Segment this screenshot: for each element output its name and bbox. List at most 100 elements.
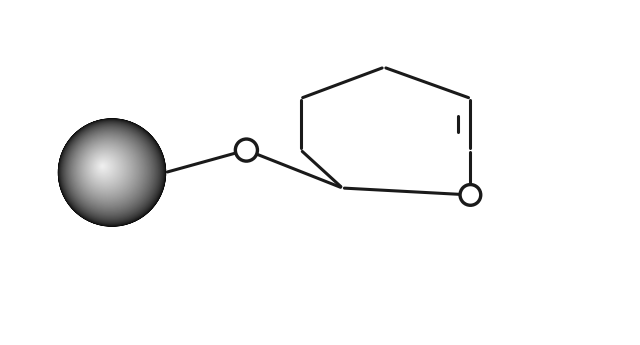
Ellipse shape xyxy=(102,165,107,170)
Ellipse shape xyxy=(80,142,136,198)
Ellipse shape xyxy=(76,138,141,203)
Ellipse shape xyxy=(79,141,136,198)
Ellipse shape xyxy=(92,155,117,180)
Ellipse shape xyxy=(99,163,107,170)
Ellipse shape xyxy=(97,160,113,176)
Ellipse shape xyxy=(86,148,126,189)
Ellipse shape xyxy=(99,162,108,171)
Ellipse shape xyxy=(62,123,161,221)
Ellipse shape xyxy=(94,157,117,180)
Ellipse shape xyxy=(81,142,136,197)
Ellipse shape xyxy=(98,161,109,172)
Ellipse shape xyxy=(88,151,125,187)
Ellipse shape xyxy=(61,121,163,223)
Ellipse shape xyxy=(63,124,159,220)
Ellipse shape xyxy=(80,142,135,197)
Ellipse shape xyxy=(75,136,143,205)
Ellipse shape xyxy=(102,165,106,169)
Ellipse shape xyxy=(72,134,146,207)
Ellipse shape xyxy=(97,159,114,177)
Ellipse shape xyxy=(68,129,152,213)
Ellipse shape xyxy=(93,157,115,178)
Ellipse shape xyxy=(76,138,141,203)
Ellipse shape xyxy=(73,135,146,207)
Ellipse shape xyxy=(74,136,143,205)
Ellipse shape xyxy=(81,143,134,196)
Ellipse shape xyxy=(91,154,122,184)
Ellipse shape xyxy=(84,147,128,190)
Ellipse shape xyxy=(65,126,157,218)
Ellipse shape xyxy=(61,121,162,223)
Ellipse shape xyxy=(62,123,161,221)
Ellipse shape xyxy=(82,144,134,195)
Ellipse shape xyxy=(81,143,133,195)
Ellipse shape xyxy=(75,137,143,205)
Ellipse shape xyxy=(60,121,163,224)
Ellipse shape xyxy=(61,121,163,224)
Ellipse shape xyxy=(68,129,153,214)
Ellipse shape xyxy=(76,137,142,204)
Ellipse shape xyxy=(90,153,122,185)
Ellipse shape xyxy=(79,140,137,199)
Ellipse shape xyxy=(91,154,118,181)
Ellipse shape xyxy=(70,131,150,211)
Ellipse shape xyxy=(63,124,159,220)
Ellipse shape xyxy=(104,167,105,168)
Ellipse shape xyxy=(90,153,120,183)
Ellipse shape xyxy=(84,147,128,190)
Ellipse shape xyxy=(90,153,120,183)
Ellipse shape xyxy=(70,132,149,210)
Ellipse shape xyxy=(74,135,144,206)
Ellipse shape xyxy=(62,122,161,221)
Ellipse shape xyxy=(88,151,123,186)
Ellipse shape xyxy=(74,136,145,206)
Ellipse shape xyxy=(99,161,111,175)
Ellipse shape xyxy=(61,122,161,222)
Ellipse shape xyxy=(82,144,134,196)
Ellipse shape xyxy=(66,127,156,216)
Ellipse shape xyxy=(97,160,113,176)
Ellipse shape xyxy=(94,157,115,177)
Ellipse shape xyxy=(62,123,160,221)
Ellipse shape xyxy=(98,161,109,172)
Ellipse shape xyxy=(77,139,138,200)
Ellipse shape xyxy=(67,128,153,214)
Ellipse shape xyxy=(77,139,140,202)
Ellipse shape xyxy=(100,163,109,172)
Ellipse shape xyxy=(71,132,147,209)
Ellipse shape xyxy=(94,157,117,180)
Ellipse shape xyxy=(65,126,157,218)
Ellipse shape xyxy=(68,130,151,213)
Ellipse shape xyxy=(83,145,131,193)
Ellipse shape xyxy=(77,138,140,201)
Ellipse shape xyxy=(72,133,147,208)
Ellipse shape xyxy=(81,143,134,196)
Ellipse shape xyxy=(81,144,132,195)
Ellipse shape xyxy=(65,126,157,218)
Ellipse shape xyxy=(89,151,124,186)
Ellipse shape xyxy=(102,165,108,170)
Ellipse shape xyxy=(76,137,143,204)
Ellipse shape xyxy=(72,133,147,208)
Ellipse shape xyxy=(68,130,152,213)
Ellipse shape xyxy=(78,140,139,200)
Ellipse shape xyxy=(75,136,142,204)
Ellipse shape xyxy=(90,153,120,183)
Ellipse shape xyxy=(69,130,151,212)
Ellipse shape xyxy=(88,150,126,188)
Ellipse shape xyxy=(101,165,104,168)
Ellipse shape xyxy=(87,149,125,187)
Ellipse shape xyxy=(97,160,114,176)
Ellipse shape xyxy=(64,125,158,219)
Ellipse shape xyxy=(70,131,150,211)
Ellipse shape xyxy=(95,158,113,176)
Ellipse shape xyxy=(60,120,164,225)
Ellipse shape xyxy=(100,162,110,173)
Ellipse shape xyxy=(95,158,113,176)
Ellipse shape xyxy=(79,140,138,200)
Ellipse shape xyxy=(73,134,146,208)
Ellipse shape xyxy=(73,135,145,207)
Ellipse shape xyxy=(90,154,120,182)
Ellipse shape xyxy=(85,147,130,192)
Ellipse shape xyxy=(94,157,118,180)
